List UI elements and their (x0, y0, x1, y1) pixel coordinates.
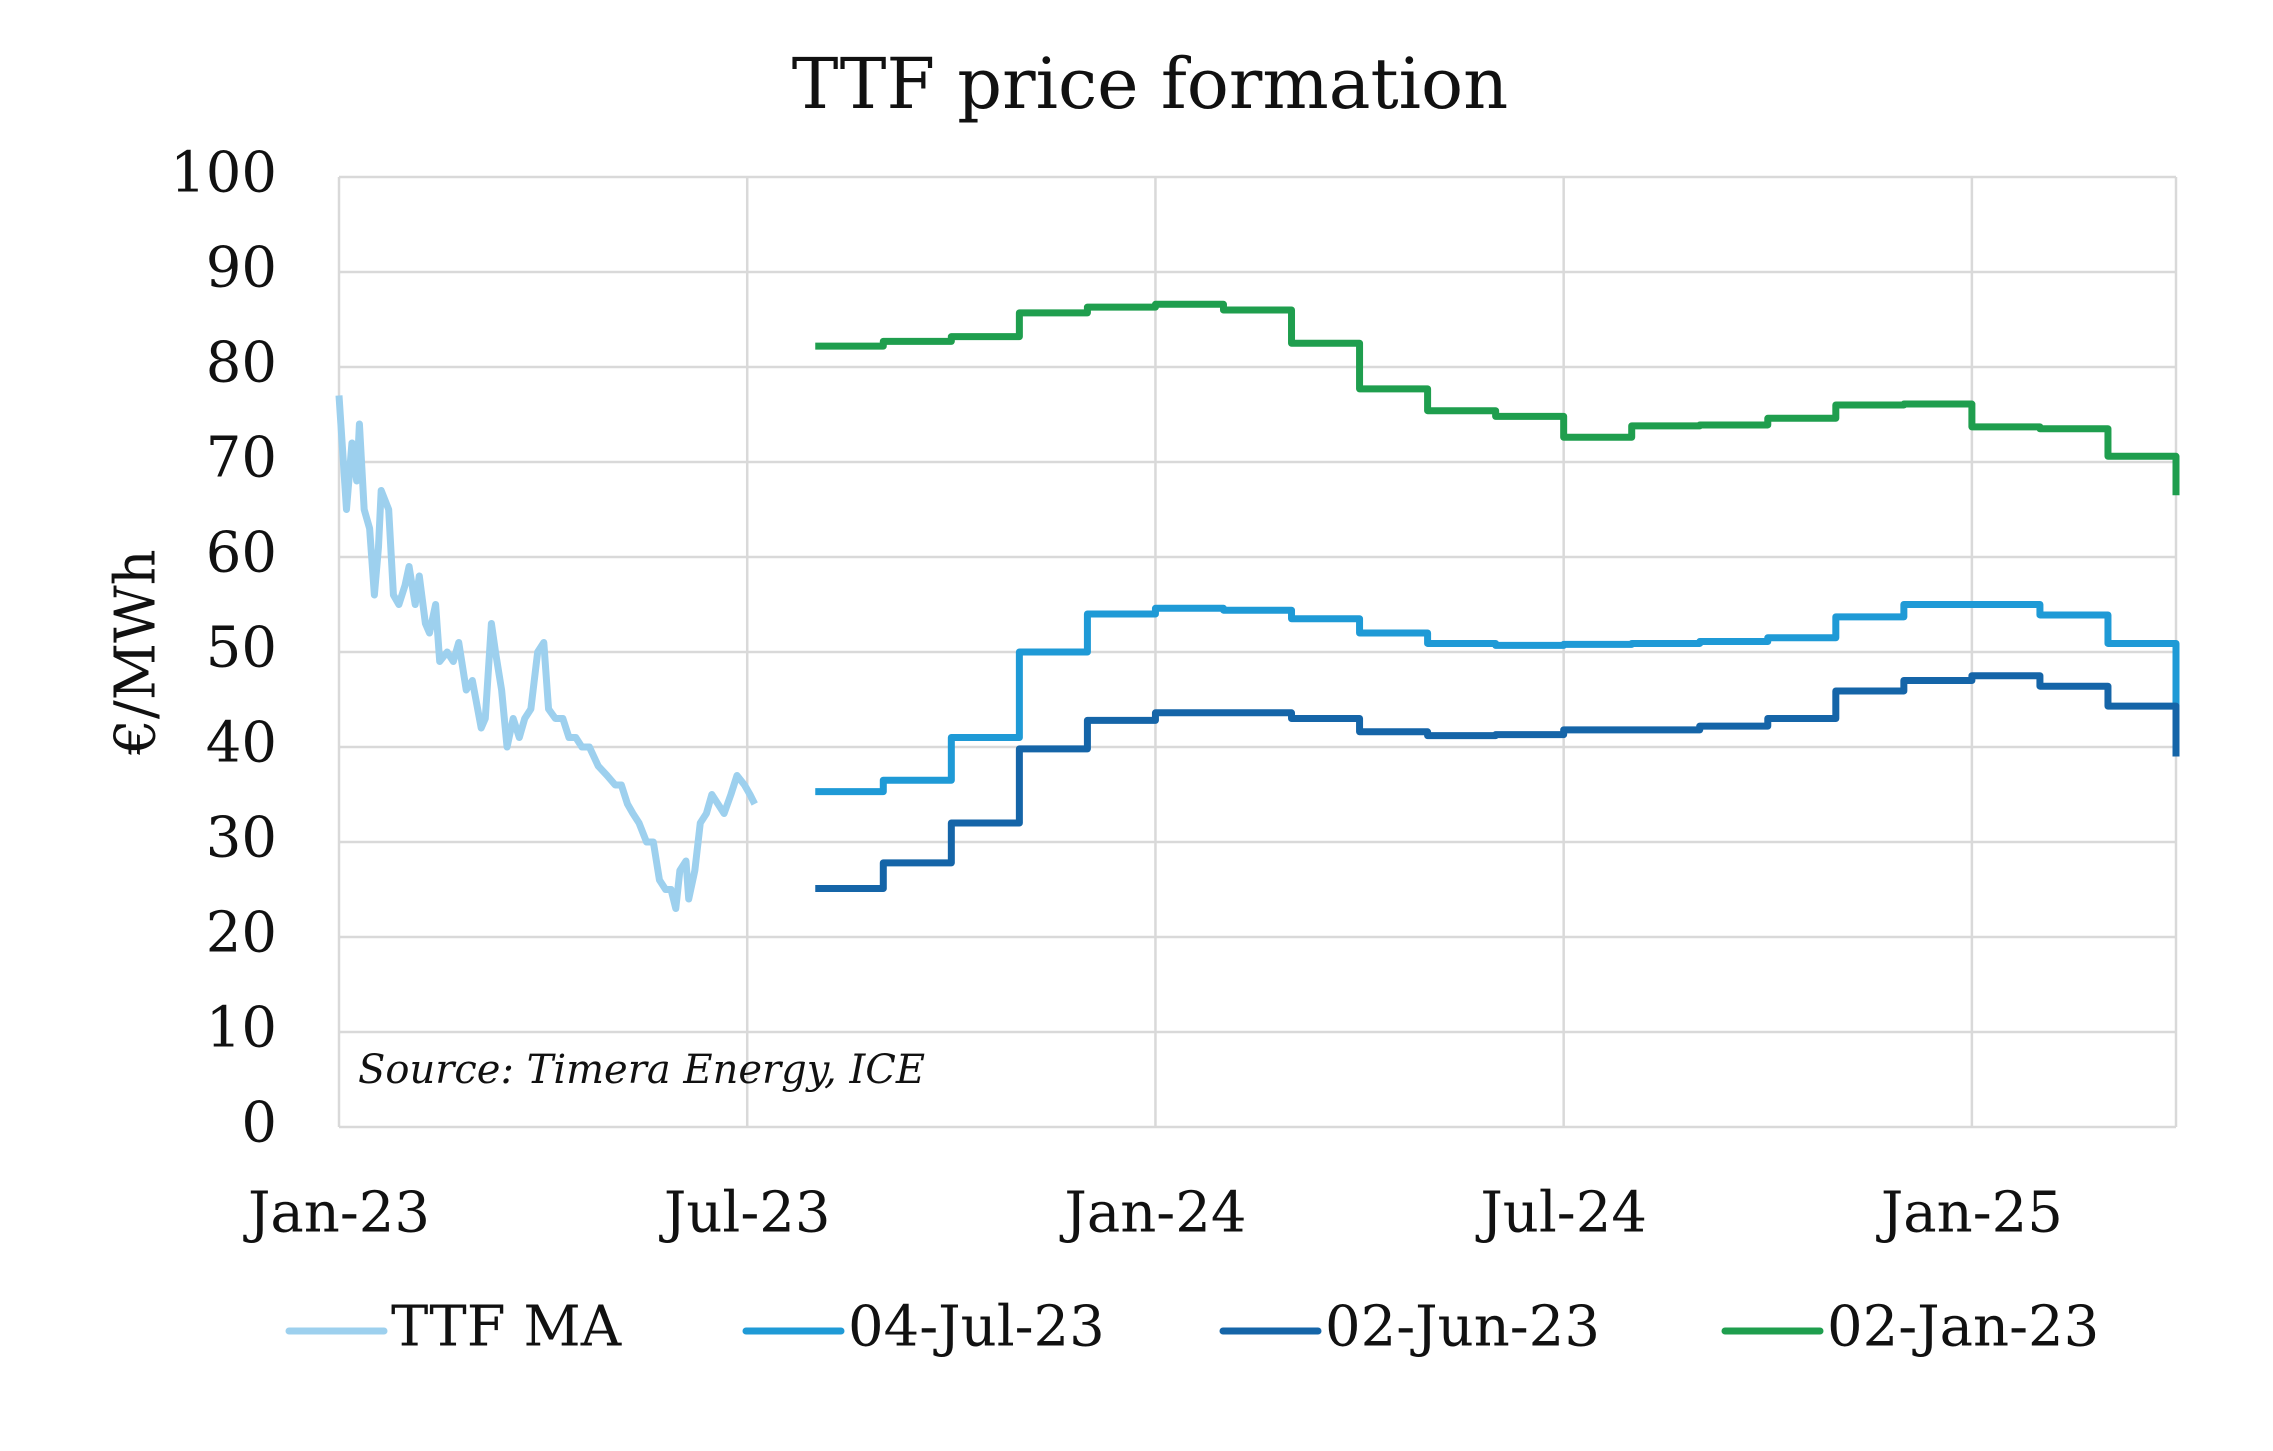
series-line (815, 300, 2180, 496)
legend-label: TTF MA (391, 1295, 622, 1360)
y-tick-label: 10 (206, 996, 277, 1061)
grid (337, 175, 2178, 1129)
x-tick-label: Jan-23 (243, 1181, 430, 1246)
legend: TTF MA 04-Jul-23 02-Jun-23 02-Jan-23 (285, 1295, 2099, 1360)
plot-lines (335, 300, 2180, 912)
legend-label: 02-Jan-23 (1827, 1295, 2099, 1360)
x-tick-label: Jul-23 (659, 1181, 831, 1246)
y-tick-label: 50 (206, 616, 277, 681)
y-tick-label: 20 (206, 901, 277, 966)
y-tick-label: 60 (206, 521, 277, 586)
legend-label: 02-Jun-23 (1325, 1295, 1600, 1360)
x-tick-label: Jul-24 (1475, 1181, 1647, 1246)
series-line (815, 672, 2180, 893)
legend-label: 04-Jul-23 (848, 1295, 1105, 1360)
chart-title: TTF price formation (792, 43, 1508, 125)
source-note: Source: Timera Energy, ICE (358, 1047, 925, 1093)
series-line (815, 601, 2180, 796)
y-tick-label: 80 (206, 331, 277, 396)
y-axis-label: €/MWh (104, 549, 169, 755)
x-tick-label: Jan-25 (1876, 1181, 2063, 1246)
y-tick-label: 100 (170, 141, 277, 206)
y-tick-label: 70 (206, 426, 277, 491)
y-tick-label: 90 (206, 236, 277, 301)
y-tick-label: 30 (206, 806, 277, 871)
series-line (335, 395, 758, 912)
y-tick-label: 40 (206, 711, 277, 776)
x-tick-label: Jan-24 (1059, 1181, 1246, 1246)
y-tick-label: 0 (241, 1091, 277, 1156)
